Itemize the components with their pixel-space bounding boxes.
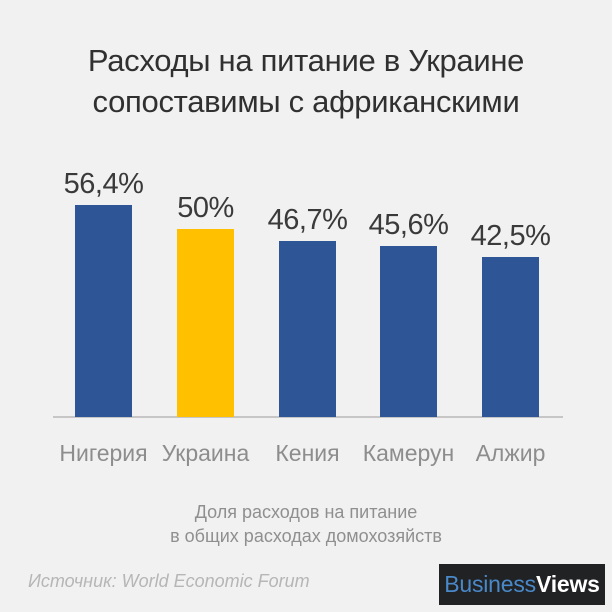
bar-category-label: Украина [161,440,250,466]
chart-title: Расходы на питание в Украине сопоставимы… [0,40,612,122]
bar [482,257,539,417]
source-credit: Источник: World Economic Forum [28,571,310,591]
bar-value-label: 56,4% [63,168,144,200]
chart-subtitle-line2: в общих расходах домохозяйств [170,526,442,546]
logo-views-text: Views [535,571,600,597]
bar-value-label: 46,7% [267,204,348,236]
businessviews-logo: Business Views [439,564,605,605]
bar-category-label: Камерун [362,440,455,466]
chart-subtitle-line1: Доля расходов на питание [194,502,418,522]
bar-value-label: 42,5% [470,220,551,252]
bar-category-label: Кения [275,440,340,466]
x-axis-line [53,416,563,418]
bar-category-label: Алжир [475,440,546,466]
bar-category-label: Нигерия [59,440,148,466]
chart-title-line2: сопоставимы с африканскими [92,84,520,119]
bar-value-label: 45,6% [368,209,449,241]
bar [279,241,336,417]
chart-title-line1: Расходы на питание в Украине [87,43,525,78]
bar [177,229,234,417]
logo-business-text: Business [444,571,536,597]
chart-subtitle: Доля расходов на питание в общих расхода… [0,500,612,548]
bar [75,205,132,417]
bar [380,246,437,417]
bar-value-label: 50% [177,192,234,224]
